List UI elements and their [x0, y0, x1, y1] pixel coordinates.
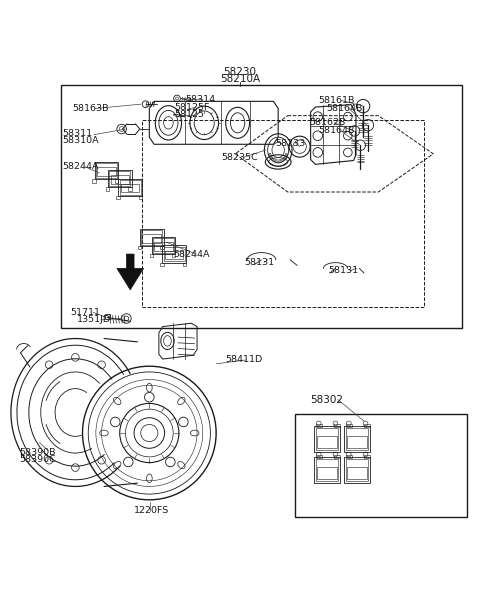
Bar [346, 428, 368, 450]
Bar [348, 467, 367, 479]
Bar [141, 230, 162, 245]
Bar [115, 179, 118, 182]
Bar [93, 179, 96, 182]
Text: 58244A: 58244A [173, 249, 210, 258]
Bar [160, 246, 164, 249]
Bar [316, 459, 338, 481]
Polygon shape [117, 254, 144, 290]
Bar [164, 247, 185, 261]
Text: 58210A: 58210A [220, 74, 260, 84]
Text: 58390C: 58390C [20, 455, 56, 465]
Bar [128, 187, 132, 191]
Bar [95, 162, 118, 179]
Bar [346, 459, 368, 481]
Bar [140, 229, 164, 246]
Bar [317, 437, 337, 448]
Bar [142, 121, 424, 307]
Bar [364, 456, 370, 459]
Bar [316, 428, 338, 450]
Bar [165, 251, 183, 259]
Bar [138, 246, 141, 249]
Bar [347, 456, 352, 459]
Text: 58162B: 58162B [309, 118, 346, 127]
Text: 58390B: 58390B [20, 448, 56, 457]
Bar [334, 456, 340, 459]
Bar [121, 184, 140, 192]
Bar [182, 263, 186, 266]
Text: 58411D: 58411D [226, 355, 263, 365]
Text: 58302: 58302 [311, 394, 344, 405]
Text: 58230: 58230 [224, 67, 256, 77]
Text: 58125: 58125 [175, 110, 204, 119]
Bar [160, 263, 164, 266]
Text: 58233: 58233 [276, 139, 306, 148]
Bar [316, 456, 322, 459]
Bar [116, 196, 120, 199]
Bar [61, 84, 462, 328]
Bar [153, 238, 174, 253]
Bar [317, 467, 337, 479]
Bar [295, 414, 467, 517]
Text: 51711: 51711 [71, 308, 101, 317]
Bar [364, 425, 370, 427]
Text: 58244A: 58244A [62, 162, 99, 171]
Text: 58131: 58131 [245, 258, 275, 267]
Bar [152, 237, 176, 254]
Bar [347, 425, 352, 427]
Bar [314, 457, 340, 483]
Bar [97, 167, 116, 176]
Bar [96, 163, 117, 178]
Bar [316, 425, 322, 427]
Bar [119, 179, 142, 196]
Bar [344, 426, 370, 452]
Text: 58310A: 58310A [62, 137, 99, 146]
Bar [150, 254, 153, 257]
Bar [348, 437, 367, 448]
Text: 58125F: 58125F [175, 103, 210, 112]
Bar [314, 426, 340, 452]
Text: 1220FS: 1220FS [134, 506, 169, 516]
Bar [344, 457, 370, 483]
Text: 1351JD: 1351JD [77, 315, 111, 324]
Text: 58163B: 58163B [72, 104, 108, 113]
Bar [110, 175, 129, 184]
Bar [334, 425, 340, 427]
Text: 58314: 58314 [185, 96, 215, 105]
Bar [172, 254, 176, 257]
Bar [139, 196, 142, 199]
Bar [155, 242, 173, 251]
Bar [106, 187, 109, 191]
Bar [143, 234, 161, 242]
Text: 58164B: 58164B [326, 103, 362, 112]
Text: 58235C: 58235C [221, 153, 258, 162]
Text: 58311: 58311 [62, 129, 93, 138]
Bar [162, 245, 186, 263]
Bar [109, 171, 130, 186]
Bar [108, 170, 132, 187]
Text: 58164B: 58164B [319, 127, 355, 135]
Text: 58161B: 58161B [319, 96, 355, 105]
Bar [120, 180, 141, 195]
Text: 58131: 58131 [328, 266, 359, 275]
